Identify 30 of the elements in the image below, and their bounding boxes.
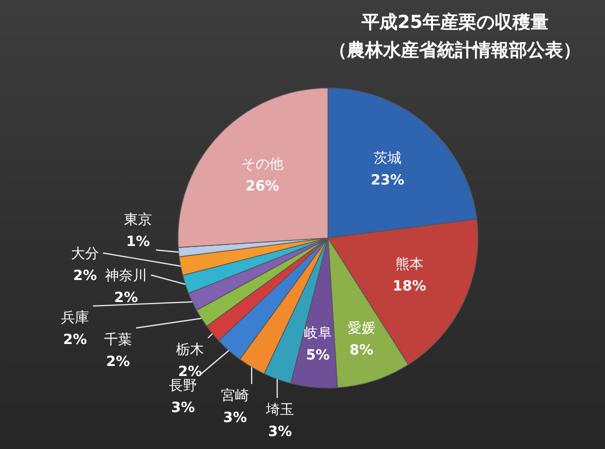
chart-subtitle: （農林水産省統計情報部公表） <box>329 40 581 61</box>
slice-label: 長野 <box>169 378 197 394</box>
slice-label: その他 <box>241 156 284 172</box>
slice-label: 茨城 <box>374 150 402 166</box>
slice-label: 兵庫 <box>61 310 89 326</box>
data-label: 2% <box>73 268 97 284</box>
slice-label: 神奈川 <box>105 268 147 284</box>
data-label: 2% <box>106 354 130 370</box>
slice-label: 千葉 <box>104 332 132 348</box>
data-label: 5% <box>306 348 330 364</box>
data-label: 26% <box>246 178 280 194</box>
slice-label: 宮崎 <box>221 388 249 404</box>
data-label: 8% <box>349 342 374 359</box>
data-label: 1% <box>126 234 150 250</box>
slice-label: 愛媛 <box>347 320 376 337</box>
data-label: 3% <box>223 410 247 426</box>
data-label: 18% <box>392 278 426 294</box>
data-label: 2% <box>63 332 87 348</box>
data-label: 2% <box>178 364 202 380</box>
slice-label: 岐阜 <box>304 326 332 342</box>
slice-label: 埼玉 <box>265 402 294 418</box>
slice-label: 大分 <box>71 246 99 262</box>
data-label: 23% <box>370 172 404 188</box>
slice-label: 熊本 <box>395 256 424 272</box>
slice-label: 栃木 <box>176 342 204 358</box>
data-label: 3% <box>171 400 195 416</box>
data-label: 2% <box>114 290 138 306</box>
chart-title: 平成25年産栗の収穫量 <box>360 12 549 33</box>
data-label: 3% <box>268 424 292 440</box>
slice-label: 東京 <box>124 212 152 228</box>
